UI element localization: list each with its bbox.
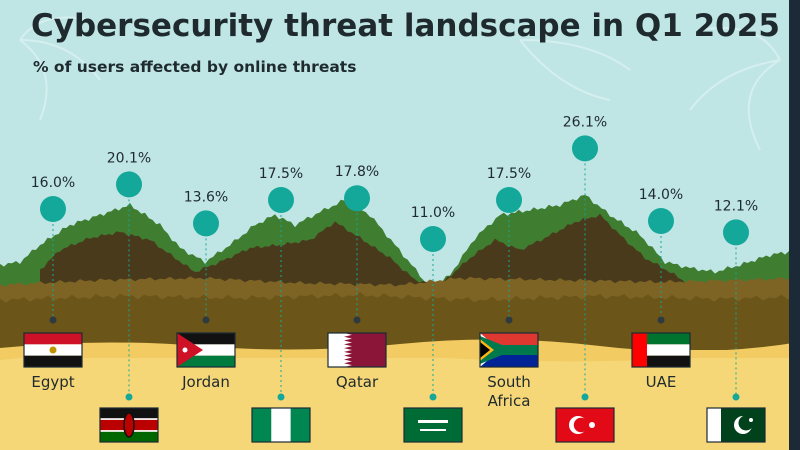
country-label: Jordan bbox=[181, 373, 230, 391]
dark-mountain-ridge bbox=[40, 213, 690, 300]
data-point: 13.6% bbox=[184, 189, 228, 324]
value-label: 17.5% bbox=[487, 166, 531, 182]
anchor-dot bbox=[581, 393, 589, 401]
data-point: 12.1% bbox=[714, 198, 758, 401]
uae-flag bbox=[631, 332, 691, 368]
value-label: 12.1% bbox=[714, 198, 758, 214]
anchor-dot bbox=[657, 316, 665, 324]
south-africa-flag bbox=[479, 332, 539, 368]
right-border bbox=[789, 0, 800, 450]
nigeria-flag bbox=[251, 407, 311, 443]
value-label: 17.8% bbox=[335, 164, 379, 180]
data-point: 17.5% bbox=[487, 166, 531, 324]
value-marker bbox=[572, 135, 598, 162]
egypt-flag bbox=[23, 332, 83, 368]
anchor-dot bbox=[125, 393, 133, 401]
value-marker bbox=[268, 187, 294, 213]
data-point: 14.0% bbox=[639, 187, 683, 324]
value-label: 26.1% bbox=[563, 114, 607, 130]
country-label: Africa bbox=[488, 392, 531, 410]
anchor-dot bbox=[732, 393, 740, 401]
value-marker bbox=[344, 185, 370, 212]
palm-leaf-decoration bbox=[19, 16, 781, 151]
value-marker bbox=[193, 210, 219, 237]
chart-title: Cybersecurity threat landscape in Q1 202… bbox=[31, 8, 780, 44]
value-marker bbox=[648, 208, 674, 234]
data-point: 11.0% bbox=[411, 205, 455, 401]
data-point: 17.8% bbox=[335, 164, 379, 324]
value-label: 14.0% bbox=[639, 187, 683, 203]
anchor-dot bbox=[353, 316, 361, 324]
pakistan-flag bbox=[706, 407, 766, 443]
value-marker bbox=[723, 219, 749, 246]
value-label: 17.5% bbox=[259, 166, 303, 182]
value-marker bbox=[420, 226, 446, 252]
country-label: Egypt bbox=[31, 373, 74, 391]
value-marker bbox=[496, 187, 522, 213]
anchor-dot bbox=[429, 393, 437, 401]
country-label: Qatar bbox=[336, 373, 379, 391]
value-marker bbox=[116, 171, 142, 198]
turkey-flag bbox=[555, 407, 615, 443]
jordan-flag bbox=[176, 332, 236, 368]
chart-subtitle: % of users affected by online threats bbox=[33, 58, 356, 76]
saudi-arabia-flag bbox=[403, 407, 463, 443]
country-label: South bbox=[487, 373, 531, 391]
country-label: UAE bbox=[646, 373, 677, 391]
value-marker bbox=[40, 196, 66, 222]
kenya-flag bbox=[99, 407, 159, 443]
data-point: 16.0% bbox=[31, 175, 75, 324]
data-point: 17.5% bbox=[259, 166, 303, 401]
value-label: 20.1% bbox=[107, 150, 151, 166]
value-label: 16.0% bbox=[31, 175, 75, 191]
data-point: 20.1% bbox=[107, 150, 151, 401]
anchor-dot bbox=[505, 316, 513, 324]
anchor-dot bbox=[277, 393, 285, 401]
value-label: 11.0% bbox=[411, 205, 455, 221]
qatar-flag bbox=[327, 332, 387, 368]
anchor-dot bbox=[202, 316, 210, 324]
value-label: 13.6% bbox=[184, 189, 228, 205]
data-point: 26.1% bbox=[563, 114, 607, 401]
anchor-dot bbox=[49, 316, 57, 324]
